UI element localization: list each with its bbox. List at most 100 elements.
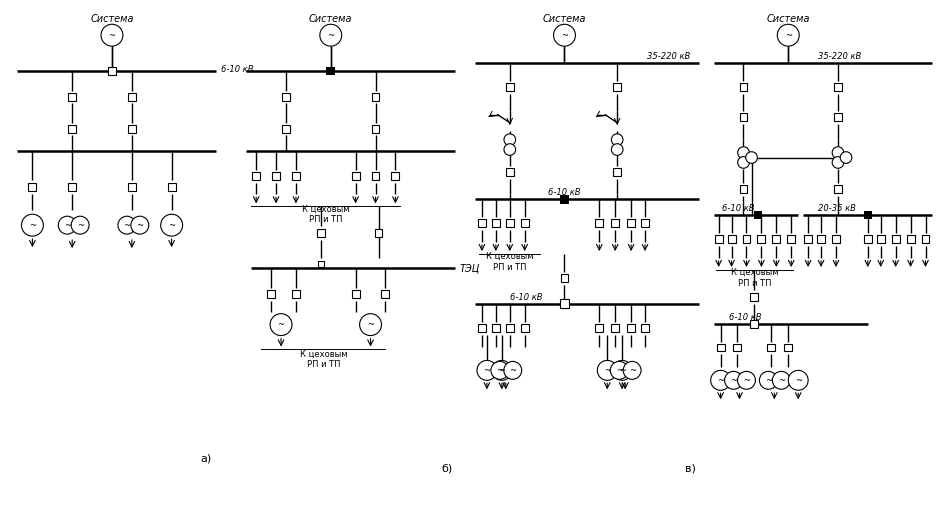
Text: 6-10 кВ: 6-10 кВ xyxy=(221,65,254,73)
Text: ~: ~ xyxy=(136,221,143,230)
Bar xyxy=(69,183,76,191)
Text: ~: ~ xyxy=(509,366,516,375)
Circle shape xyxy=(612,360,632,380)
Text: ~: ~ xyxy=(785,31,791,40)
Bar xyxy=(318,261,323,267)
Text: ~: ~ xyxy=(765,376,772,385)
Bar xyxy=(627,219,635,227)
Bar xyxy=(716,344,725,352)
Bar xyxy=(732,344,741,352)
Text: ~: ~ xyxy=(629,366,635,375)
Text: Система: Система xyxy=(90,14,133,24)
Bar xyxy=(69,125,76,133)
Text: ~: ~ xyxy=(483,366,491,375)
Bar xyxy=(371,93,380,101)
Bar xyxy=(492,324,500,331)
Text: ~: ~ xyxy=(743,376,750,385)
Text: 6-10 кВ: 6-10 кВ xyxy=(548,188,580,197)
Bar xyxy=(167,183,176,191)
Text: ~: ~ xyxy=(108,31,116,40)
Text: 6-10 кВ: 6-10 кВ xyxy=(728,313,761,322)
Text: ~: ~ xyxy=(717,376,724,385)
Circle shape xyxy=(760,372,777,389)
Text: ~: ~ xyxy=(29,221,36,230)
Text: ~: ~ xyxy=(498,366,506,375)
Circle shape xyxy=(597,360,618,380)
Bar xyxy=(595,324,603,331)
Bar xyxy=(788,235,795,243)
Circle shape xyxy=(270,314,292,335)
Bar xyxy=(272,173,280,180)
Text: ~: ~ xyxy=(794,376,802,385)
Circle shape xyxy=(504,144,516,155)
Bar xyxy=(352,173,360,180)
Circle shape xyxy=(101,24,123,46)
Circle shape xyxy=(320,24,342,46)
Bar xyxy=(804,235,812,243)
Bar xyxy=(627,324,635,331)
Bar xyxy=(758,235,765,243)
Bar xyxy=(506,324,514,331)
Circle shape xyxy=(504,134,516,146)
Text: 6-10 кВ: 6-10 кВ xyxy=(509,293,542,302)
Text: а): а) xyxy=(201,454,212,464)
Text: ~: ~ xyxy=(327,31,335,40)
Bar xyxy=(292,290,300,298)
Text: ~: ~ xyxy=(277,320,285,329)
Circle shape xyxy=(738,147,749,158)
Bar xyxy=(391,173,400,180)
Bar xyxy=(267,290,275,298)
Bar xyxy=(28,183,37,191)
Text: в): в) xyxy=(685,464,697,474)
Circle shape xyxy=(623,361,641,379)
Text: 35-220 кВ: 35-220 кВ xyxy=(647,52,690,61)
Bar xyxy=(560,195,569,204)
Bar xyxy=(292,173,300,180)
Text: б): б) xyxy=(442,464,453,474)
Circle shape xyxy=(738,157,749,168)
Text: ~: ~ xyxy=(123,221,131,230)
Text: Система: Система xyxy=(766,14,810,24)
Bar xyxy=(864,235,871,243)
Bar xyxy=(560,299,569,308)
Bar xyxy=(906,235,915,243)
Bar xyxy=(864,211,871,219)
Bar xyxy=(282,93,290,101)
Bar xyxy=(382,290,389,298)
Circle shape xyxy=(492,360,511,380)
Bar xyxy=(506,83,514,91)
Circle shape xyxy=(131,216,149,234)
Text: К цеховым
РП и ТП: К цеховым РП и ТП xyxy=(300,350,348,369)
Bar xyxy=(521,324,528,331)
Text: ~: ~ xyxy=(77,221,84,230)
Bar xyxy=(352,290,360,298)
Bar xyxy=(728,235,735,243)
Text: ~: ~ xyxy=(616,366,622,375)
Circle shape xyxy=(738,372,756,389)
Bar xyxy=(740,185,747,193)
Bar xyxy=(128,125,136,133)
Bar xyxy=(611,219,619,227)
Bar xyxy=(817,235,825,243)
Circle shape xyxy=(477,360,497,380)
Text: ~: ~ xyxy=(367,320,374,329)
Bar xyxy=(506,168,514,177)
Circle shape xyxy=(611,134,623,146)
Text: ~: ~ xyxy=(168,221,175,230)
Bar xyxy=(317,229,325,237)
Bar xyxy=(371,173,380,180)
Text: 20-35 кВ: 20-35 кВ xyxy=(818,204,856,213)
Bar xyxy=(326,67,336,75)
Circle shape xyxy=(773,372,791,389)
Bar xyxy=(128,183,136,191)
Circle shape xyxy=(58,216,76,234)
Bar xyxy=(921,235,930,243)
Text: К цеховым
РП и ТП: К цеховым РП и ТП xyxy=(730,268,778,288)
Bar xyxy=(128,93,136,101)
Bar xyxy=(834,185,842,193)
Bar xyxy=(108,67,116,75)
Text: Система: Система xyxy=(309,14,352,24)
Circle shape xyxy=(161,214,182,236)
Bar xyxy=(641,219,649,227)
Bar xyxy=(767,344,776,352)
